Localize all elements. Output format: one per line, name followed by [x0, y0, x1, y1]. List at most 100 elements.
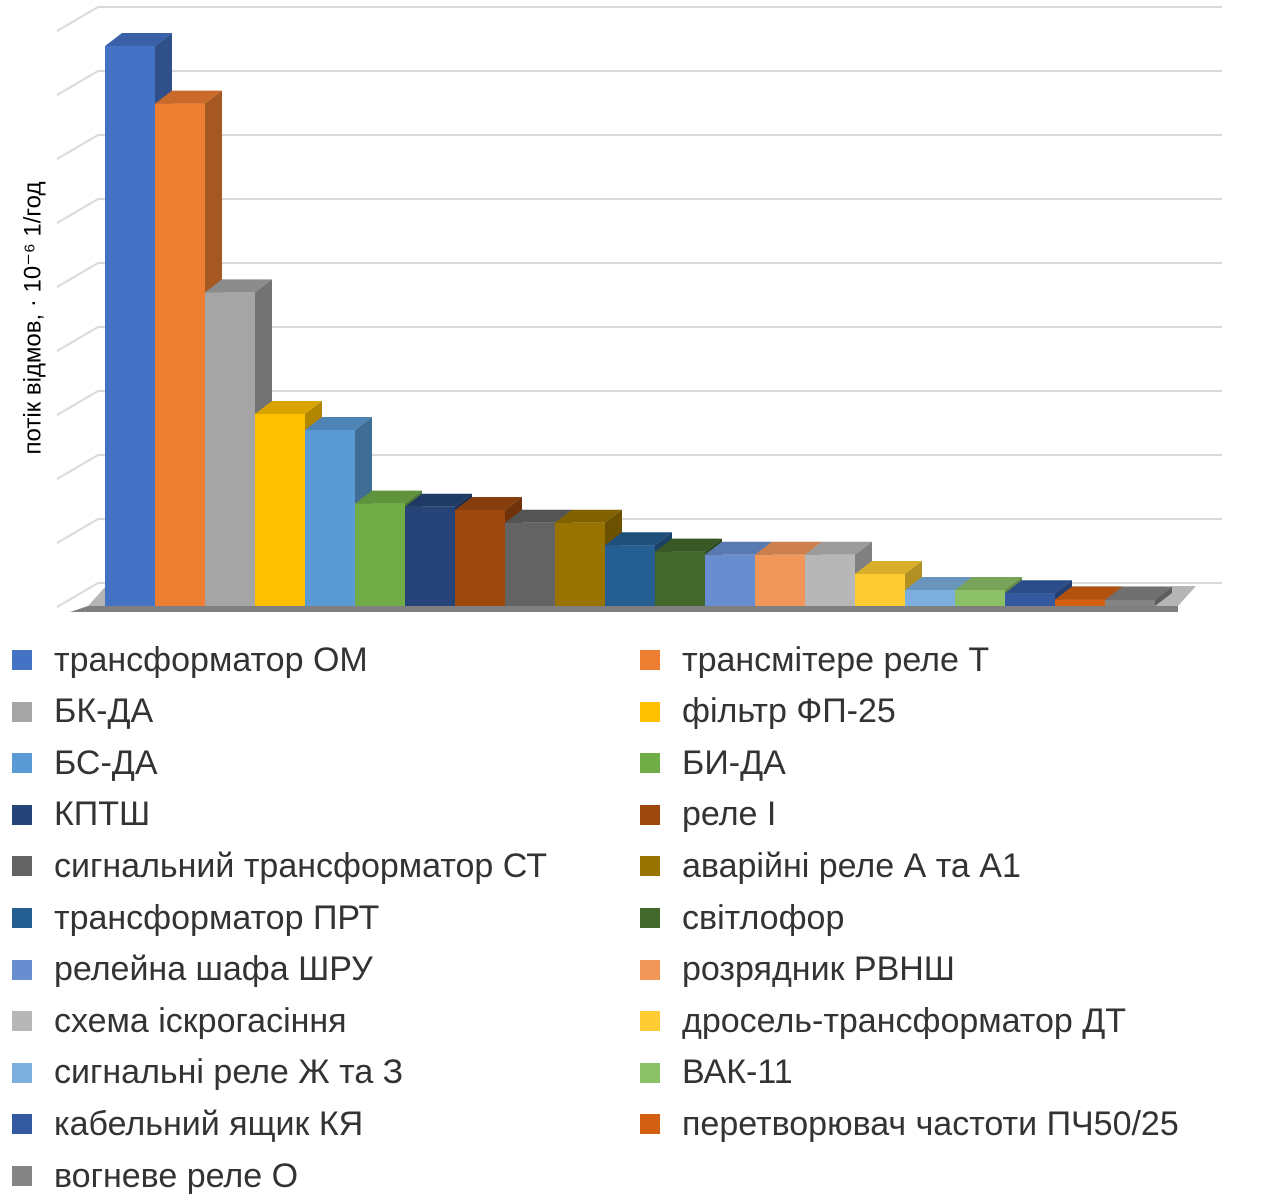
bar-top	[555, 509, 622, 523]
legend-swatch	[12, 1011, 32, 1032]
bar-top	[955, 577, 1022, 590]
legend-item: ВАК-11	[640, 1047, 793, 1099]
gridline-side	[56, 326, 99, 352]
legend-swatch	[12, 908, 32, 928]
bar-top	[155, 90, 222, 104]
bar	[1105, 587, 1172, 606]
bar-chart	[56, 6, 1222, 612]
legend-item: кабельний ящик КЯ	[12, 1098, 363, 1150]
y-axis-label: потік відмов, · 10⁻⁶ 1/год	[10, 105, 56, 530]
bar-top	[105, 33, 172, 46]
bar	[305, 417, 372, 606]
bar-front	[655, 551, 705, 606]
legend-label: релейна шафа ШРУ	[54, 950, 373, 989]
legend-label: кабельний ящик КЯ	[54, 1104, 364, 1143]
legend-swatch	[640, 1114, 660, 1135]
legend-label: схема іскрогасіння	[54, 1001, 347, 1040]
bar-top	[905, 577, 972, 590]
bar-top	[455, 497, 522, 510]
bar-top	[1005, 580, 1072, 594]
legend-swatch	[12, 701, 32, 722]
legend-label: реле І	[682, 795, 777, 834]
legend-swatch	[12, 804, 32, 825]
gridline-side	[56, 518, 99, 544]
legend-label: трансмітере реле Т	[682, 640, 990, 679]
bar-front	[955, 590, 1005, 606]
legend-label: розрядник РВНШ	[682, 950, 955, 989]
legend-swatch	[12, 1062, 32, 1083]
legend-item: дросель-трансформатор ДТ	[640, 995, 1126, 1047]
legend-swatch	[640, 804, 660, 825]
legend-swatch	[12, 1166, 32, 1186]
bar-top	[1105, 587, 1172, 600]
legend-swatch	[640, 650, 660, 670]
gridline-side	[56, 198, 99, 224]
legend-swatch	[640, 1062, 660, 1083]
legend-label: фільтр ФП-25	[682, 692, 896, 731]
legend-item: сигнальні реле Ж та З	[12, 1047, 403, 1099]
legend-label: світлофор	[682, 898, 845, 937]
legend-item: БС-ДА	[12, 737, 158, 789]
gridline-side	[56, 582, 99, 608]
bar-front	[355, 503, 405, 606]
legend-swatch	[12, 753, 32, 774]
bar-top	[805, 541, 872, 555]
legend-item: світлофор	[640, 892, 844, 944]
bar-top	[655, 538, 722, 552]
gridline-side	[56, 390, 99, 416]
legend-label: сигнальний трансформатор СТ	[54, 846, 547, 885]
bar-top	[205, 279, 272, 293]
legend-swatch	[640, 1011, 660, 1032]
legend-label: аварійні реле А та А1	[682, 846, 1021, 885]
legend-swatch	[12, 856, 32, 877]
gridline-side	[56, 70, 99, 96]
legend-label: БК-ДА	[54, 692, 154, 731]
legend-item: релейна шафа ШРУ	[12, 944, 373, 996]
bar-top	[755, 541, 822, 555]
legend-swatch	[640, 856, 660, 877]
legend-item: БК-ДА	[12, 686, 153, 738]
legend-label: сигнальні реле Ж та З	[54, 1053, 404, 1092]
legend-label: трансформатор ОМ	[54, 640, 368, 679]
legend-item: фільтр ФП-25	[640, 686, 896, 738]
bar-top	[255, 401, 322, 414]
legend-label: БИ-ДА	[682, 743, 786, 782]
legend-item: схема іскрогасіння	[12, 995, 347, 1047]
legend-label: БС-ДА	[54, 743, 158, 782]
bar-front	[555, 522, 605, 606]
bar-front	[855, 574, 905, 606]
legend-swatch	[640, 959, 660, 980]
bar-front	[905, 590, 955, 606]
bar-top	[505, 509, 572, 523]
bar-front	[605, 545, 655, 606]
legend-item: реле І	[640, 789, 776, 841]
legend-swatch	[640, 908, 660, 928]
floor-front	[70, 606, 1178, 612]
bar-front	[255, 414, 305, 606]
legend-label: дросель-трансформатор ДТ	[682, 1001, 1127, 1040]
bar-top	[1055, 586, 1122, 600]
legend-label: ВАК-11	[682, 1053, 793, 1092]
bar-front	[155, 103, 205, 606]
legend-item: сигнальний трансформатор СТ	[12, 840, 547, 892]
bar	[1005, 580, 1072, 606]
legend-swatch	[12, 959, 32, 980]
legend: трансформатор ОМ трансмітере реле Т БК-ДА ф…	[12, 634, 1286, 1195]
legend-swatch	[12, 1114, 32, 1135]
gridline-side	[56, 262, 99, 288]
legend-item: перетворювач частоти ПЧ50/25	[640, 1098, 1179, 1150]
legend-item: вогневе реле О	[12, 1150, 298, 1202]
bar-top	[355, 490, 422, 504]
bars	[105, 33, 1172, 607]
gridline-side	[56, 454, 99, 480]
bar-top	[305, 417, 372, 430]
legend-item: аварійні реле А та А1	[640, 840, 1021, 892]
bar-front	[755, 554, 805, 606]
legend-label: вогневе реле О	[54, 1156, 299, 1195]
bar-front	[305, 430, 355, 606]
y-axis-label-text: потік відмов, · 10⁻⁶ 1/год	[19, 181, 47, 454]
bar-front	[1005, 593, 1055, 606]
bar-top	[705, 541, 772, 555]
gridline-side	[56, 134, 99, 160]
bar-top	[855, 561, 922, 574]
